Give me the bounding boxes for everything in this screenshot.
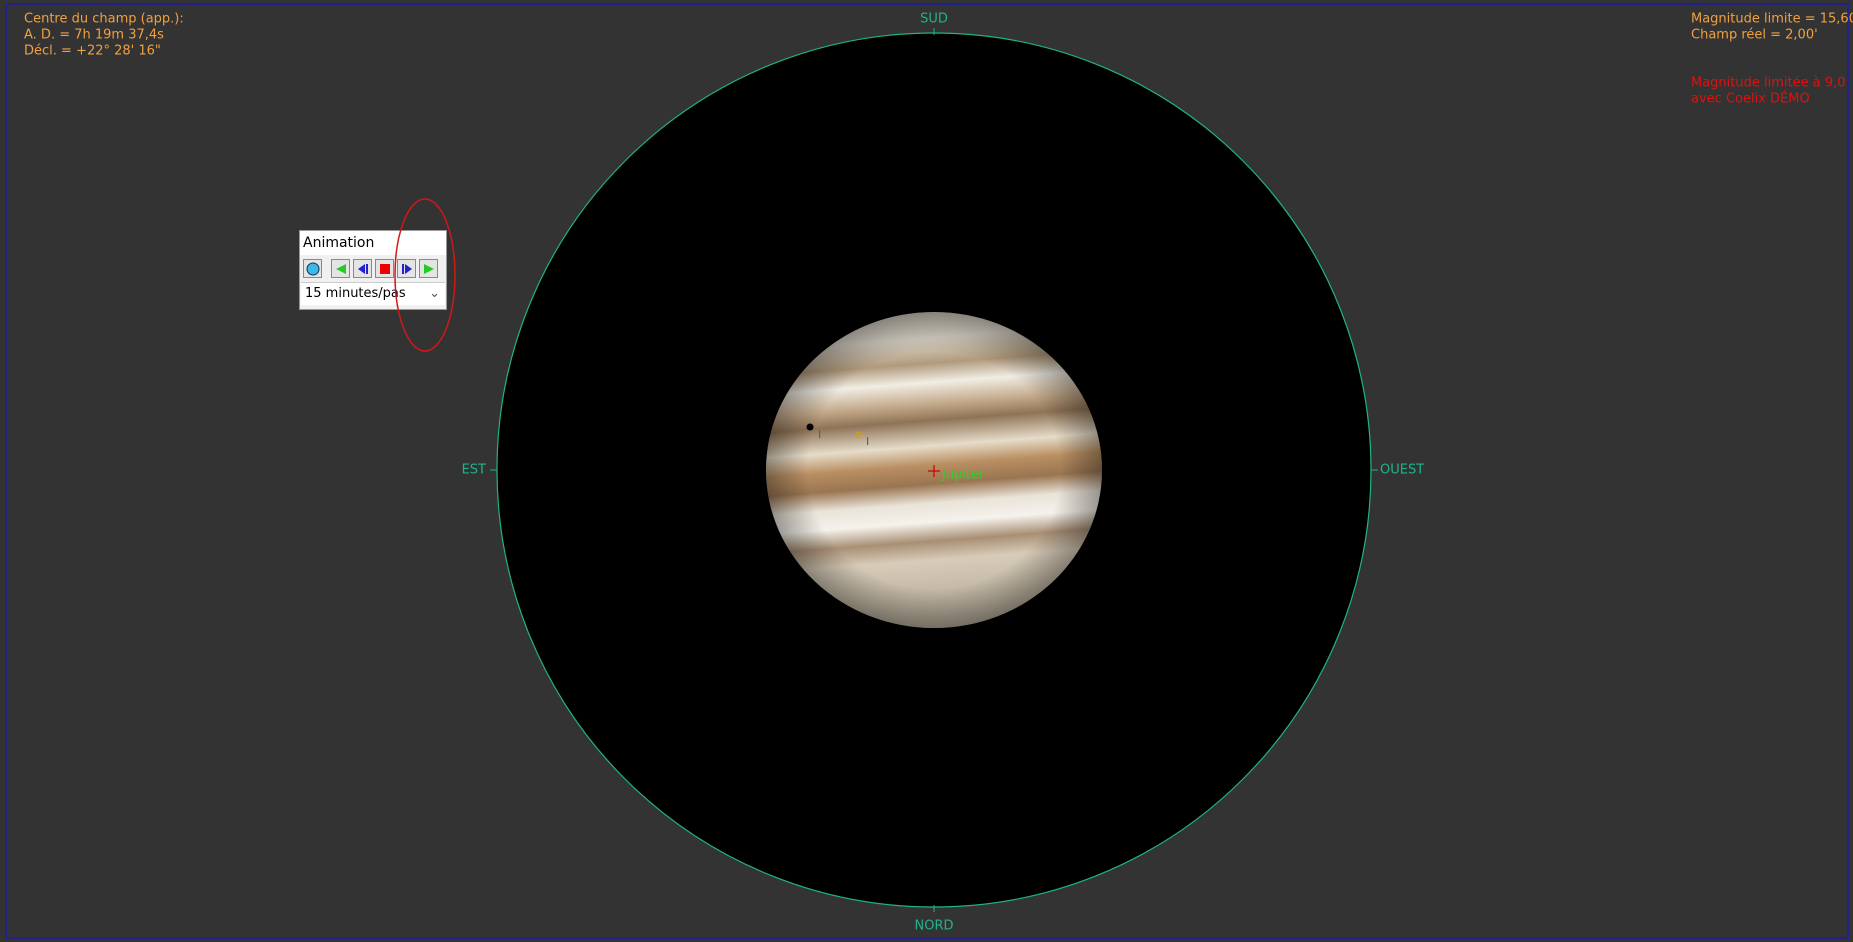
planet-label: Jupiter: [941, 468, 985, 483]
play-button[interactable]: [419, 259, 438, 278]
moon-label: I: [818, 428, 821, 441]
direction-label: EST: [462, 463, 486, 478]
direction-label: NORD: [915, 919, 954, 934]
step-select[interactable]: 15 minutes/pas ⌄: [301, 282, 445, 305]
info-text: Centre du champ (app.):: [24, 12, 184, 27]
step-forward-button[interactable]: [397, 259, 416, 278]
demo-text: avec Coelix DÉMO: [1691, 91, 1810, 107]
info-text: Décl. = +22° 28' 16": [24, 44, 161, 59]
info-text: Magnitude limite = 15,60: [1691, 12, 1853, 27]
moon-label: I: [866, 435, 869, 448]
clock-button[interactable]: [303, 259, 322, 278]
dropdown-arrow: ⌄: [429, 286, 440, 301]
moon-shadow: [806, 423, 814, 431]
demo-text: Magnitude limitée à 9,0: [1691, 76, 1846, 91]
info-text: Champ réel = 2,00': [1691, 28, 1818, 43]
frame: [5, 3, 1849, 939]
moon: [855, 431, 863, 439]
button-row: [300, 255, 446, 282]
direction-label: OUEST: [1380, 463, 1424, 478]
panel-title: Animation: [300, 231, 446, 255]
animation-panel: Animation 15 minutes/pas ⌄: [299, 230, 447, 310]
center-cross: [928, 465, 940, 477]
step-text: 15 minutes/pas: [305, 286, 406, 301]
step-back-button[interactable]: [353, 259, 372, 278]
info-text: A. D. = 7h 19m 37,4s: [24, 28, 164, 43]
direction-label: SUD: [920, 12, 948, 27]
stop-button[interactable]: [375, 259, 394, 278]
play-back-button[interactable]: [331, 259, 350, 278]
